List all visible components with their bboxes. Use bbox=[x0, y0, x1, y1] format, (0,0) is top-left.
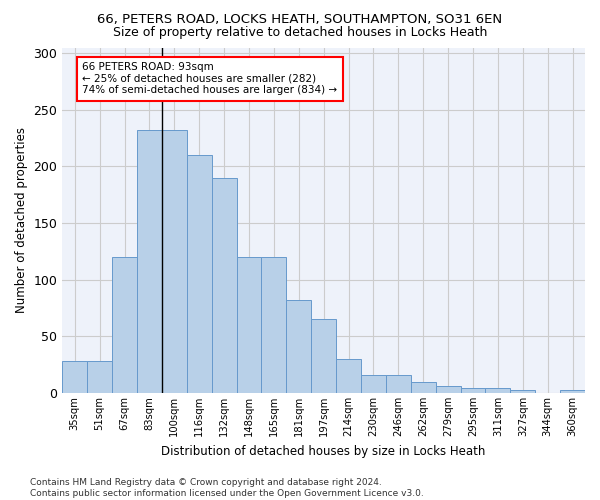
Bar bbox=[286, 300, 311, 393]
Text: 66 PETERS ROAD: 93sqm
← 25% of detached houses are smaller (282)
74% of semi-det: 66 PETERS ROAD: 93sqm ← 25% of detached … bbox=[82, 62, 337, 96]
X-axis label: Distribution of detached houses by size in Locks Heath: Distribution of detached houses by size … bbox=[161, 444, 486, 458]
Bar bbox=[236, 257, 262, 393]
Bar bbox=[560, 390, 585, 393]
Bar bbox=[436, 386, 461, 393]
Bar bbox=[311, 320, 336, 393]
Bar bbox=[386, 375, 411, 393]
Bar bbox=[361, 375, 386, 393]
Bar bbox=[212, 178, 236, 393]
Bar bbox=[411, 382, 436, 393]
Bar bbox=[336, 359, 361, 393]
Bar bbox=[137, 130, 162, 393]
Text: Contains HM Land Registry data © Crown copyright and database right 2024.
Contai: Contains HM Land Registry data © Crown c… bbox=[30, 478, 424, 498]
Bar bbox=[62, 362, 87, 393]
Text: Size of property relative to detached houses in Locks Heath: Size of property relative to detached ho… bbox=[113, 26, 487, 39]
Bar bbox=[187, 155, 212, 393]
Text: 66, PETERS ROAD, LOCKS HEATH, SOUTHAMPTON, SO31 6EN: 66, PETERS ROAD, LOCKS HEATH, SOUTHAMPTO… bbox=[97, 12, 503, 26]
Bar bbox=[262, 257, 286, 393]
Bar bbox=[87, 362, 112, 393]
Y-axis label: Number of detached properties: Number of detached properties bbox=[15, 128, 28, 314]
Bar bbox=[511, 390, 535, 393]
Bar bbox=[461, 388, 485, 393]
Bar bbox=[162, 130, 187, 393]
Bar bbox=[112, 257, 137, 393]
Bar bbox=[485, 388, 511, 393]
